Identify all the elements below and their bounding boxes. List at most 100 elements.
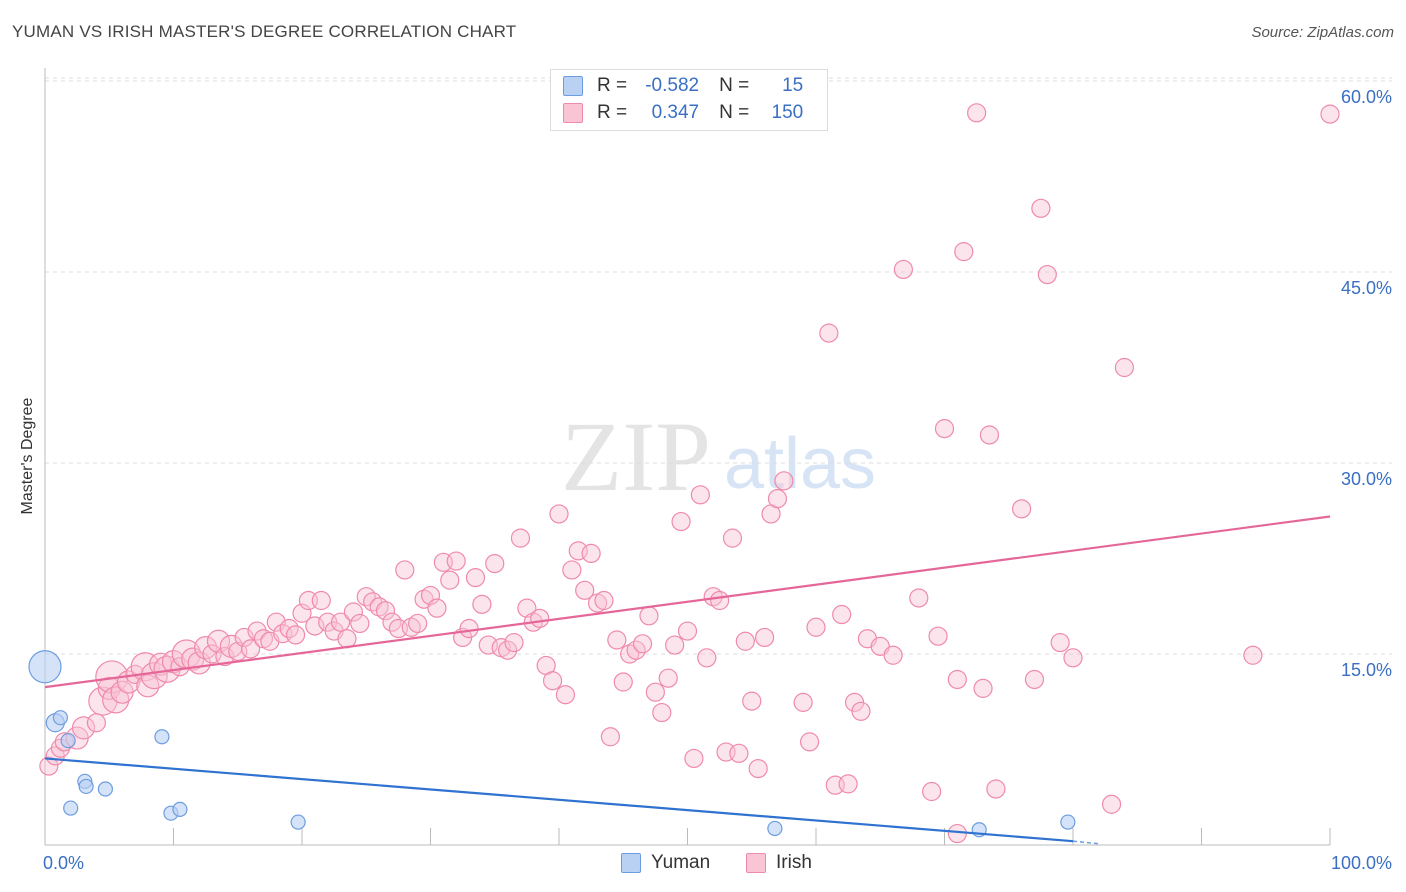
- watermark-atlas: atlas: [724, 424, 876, 504]
- irish-point: [652, 702, 672, 723]
- series-yuman: [28, 650, 1076, 838]
- irish-point: [973, 678, 993, 698]
- watermark-zip: ZIP: [561, 401, 711, 512]
- irish-point: [928, 626, 948, 646]
- legend-row-irish: R = 0.347 N = 150: [563, 101, 803, 125]
- irish-point: [607, 630, 627, 650]
- yuman-n-value: 15: [782, 75, 804, 96]
- irish-point: [1320, 104, 1340, 124]
- irish-point: [498, 640, 518, 660]
- irish-swatch: [746, 853, 766, 873]
- irish-point: [1024, 669, 1045, 690]
- trend-lines: [44, 515, 1331, 845]
- irish-point: [140, 662, 168, 690]
- x-tick-label: 100.0%: [1331, 853, 1392, 873]
- irish-point: [632, 634, 653, 654]
- grid: [45, 77, 1392, 655]
- irish-point: [954, 242, 974, 262]
- source-label: Source: ZipAtlas.com: [1251, 24, 1394, 41]
- irish-point: [1114, 357, 1135, 378]
- tick-labels: 15.0% 30.0% 45.0% 60.0% 0.0% 100.0%: [43, 87, 1392, 873]
- irish-point: [742, 691, 762, 711]
- yuman-point: [172, 801, 188, 817]
- chart-title: YUMAN VS IRISH MASTER'S DEGREE CORRELATI…: [12, 22, 517, 41]
- irish-point: [71, 716, 96, 740]
- irish-point: [427, 598, 447, 618]
- irish-point: [838, 774, 858, 794]
- y-tick-label: 45.0%: [1341, 278, 1392, 298]
- irish-point: [555, 685, 576, 705]
- irish-point: [542, 671, 563, 691]
- yuman-trend-line: [44, 757, 1074, 843]
- r-label: R =: [597, 102, 628, 123]
- yuman-point: [78, 778, 94, 795]
- legend-row-yuman: R = -0.582 N = 15: [563, 74, 803, 98]
- yuman-swatch: [563, 76, 583, 96]
- yuman-point: [154, 729, 170, 745]
- yuman-point: [28, 650, 62, 684]
- yuman-point: [97, 781, 113, 797]
- legend-item-yuman[interactable]: Yuman: [621, 852, 710, 874]
- irish-point: [1031, 198, 1051, 218]
- axes: [44, 68, 1331, 846]
- yuman-trend-extension: [1072, 840, 1099, 845]
- irish-point: [562, 560, 582, 580]
- irish-point: [799, 732, 820, 752]
- irish-point: [517, 598, 537, 618]
- irish-point: [600, 727, 621, 747]
- irish-point: [947, 669, 967, 690]
- irish-point: [285, 625, 306, 645]
- y-tick-label: 60.0%: [1341, 87, 1392, 107]
- irish-point: [986, 779, 1006, 799]
- irish-point: [684, 748, 704, 769]
- irish-trend-line: [44, 515, 1331, 689]
- irish-point: [485, 553, 505, 574]
- irish-point: [819, 323, 839, 343]
- irish-point: [465, 567, 486, 588]
- irish-n-value: 150: [771, 102, 804, 123]
- irish-point: [530, 608, 550, 628]
- irish-point: [1037, 264, 1057, 285]
- r-label: R =: [597, 75, 628, 96]
- irish-r-value: 0.347: [651, 102, 700, 123]
- irish-point: [677, 621, 698, 641]
- legend-item-irish[interactable]: Irish: [746, 852, 812, 874]
- irish-point: [754, 627, 775, 648]
- n-label: N =: [719, 75, 750, 96]
- irish-point: [39, 756, 59, 776]
- irish-point: [947, 823, 967, 844]
- irish-point: [613, 672, 633, 692]
- irish-point: [806, 617, 826, 637]
- irish-point: [395, 560, 415, 580]
- irish-point: [510, 528, 531, 548]
- irish-point: [408, 613, 428, 634]
- irish-point: [922, 781, 942, 802]
- irish-point: [1243, 645, 1263, 665]
- irish-point: [671, 511, 691, 532]
- yuman-point: [60, 732, 76, 749]
- stats-legend: R = -0.582 N = 15 R = 0.347 N = 150: [550, 69, 828, 131]
- irish-point: [350, 613, 370, 634]
- irish-point: [440, 570, 460, 590]
- irish-point: [710, 590, 730, 611]
- irish-point: [330, 612, 351, 632]
- irish-point: [575, 580, 595, 600]
- irish-point: [337, 629, 357, 649]
- irish-point: [459, 618, 479, 639]
- irish-point: [774, 471, 794, 491]
- irish-point: [549, 504, 569, 524]
- irish-point: [1011, 499, 1032, 519]
- irish-point: [767, 489, 788, 509]
- yuman-point: [52, 710, 69, 726]
- irish-point: [658, 668, 678, 688]
- legend-label-irish: Irish: [776, 852, 812, 873]
- irish-point: [645, 682, 665, 702]
- yuman-point: [63, 800, 79, 816]
- irish-point: [241, 639, 261, 659]
- irish-point: [967, 103, 987, 123]
- irish-point: [851, 701, 871, 721]
- irish-point: [690, 485, 710, 505]
- yuman-point: [1060, 814, 1076, 830]
- irish-point: [722, 528, 743, 548]
